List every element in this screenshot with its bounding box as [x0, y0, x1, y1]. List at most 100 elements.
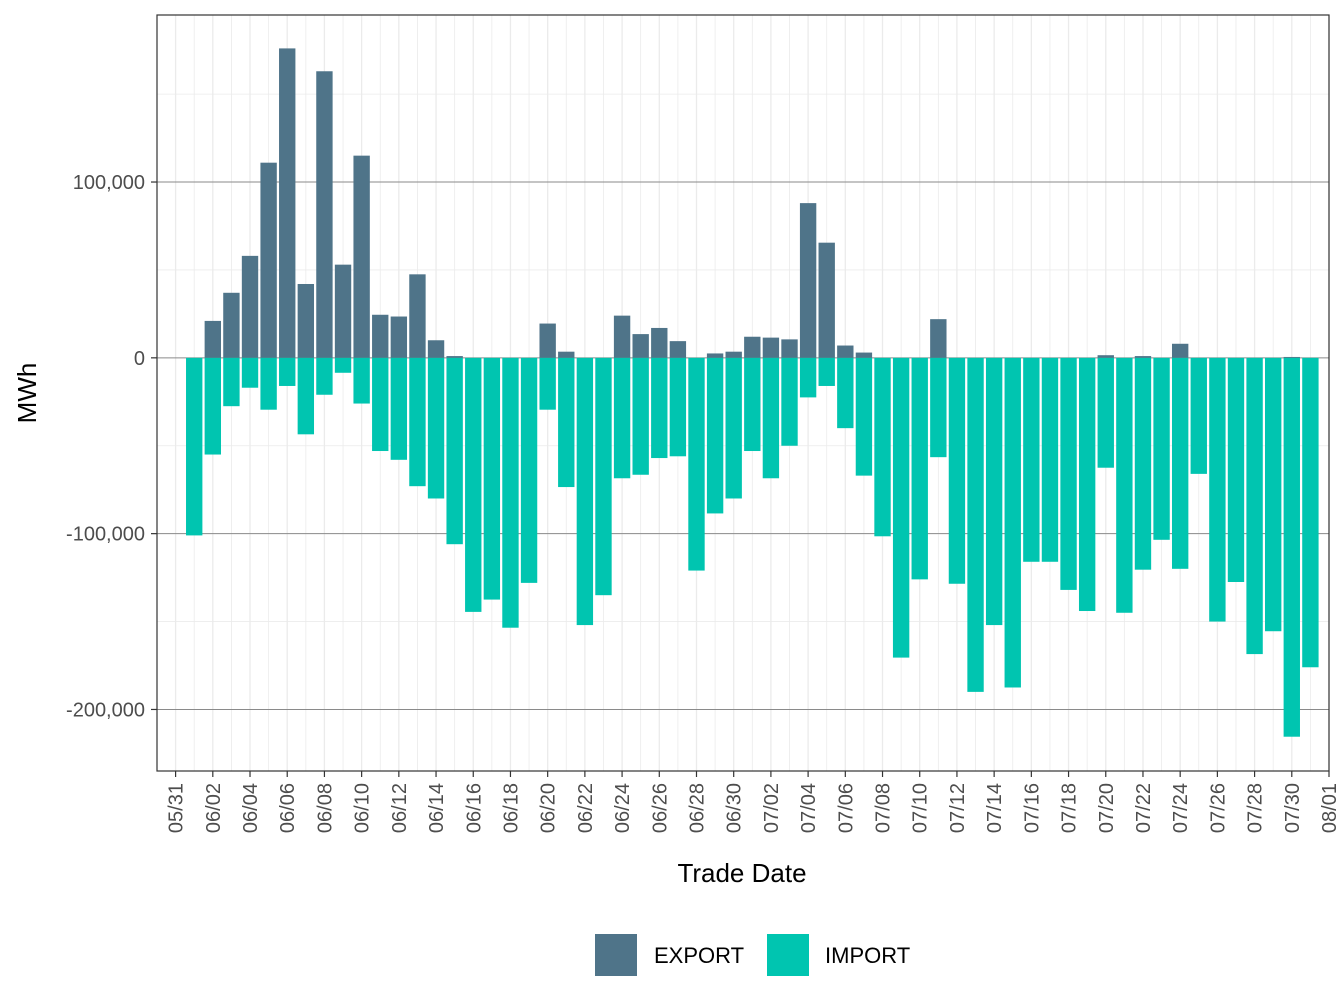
x-tick-label: 07/28 [1245, 783, 1267, 833]
y-tick-label: 0 [134, 348, 145, 370]
x-axis: 05/31 06/02 06/04 06/06 06/08 06/10 06/12 06/14… [166, 771, 1341, 833]
x-tick-label: 07/16 [1021, 783, 1043, 833]
x-tick-label: 06/24 [612, 783, 634, 833]
export-bar [799, 203, 817, 358]
export-bar [1097, 355, 1114, 358]
import-bar [576, 357, 594, 626]
x-tick-label: 07/04 [798, 783, 820, 833]
x-tick-label: 06/02 [203, 783, 225, 833]
import-bar [855, 357, 873, 476]
x-tick-label: 06/26 [649, 783, 671, 833]
export-bar [372, 314, 389, 358]
import-bar [985, 357, 1003, 626]
x-tick-label: 06/06 [277, 783, 299, 833]
import-bar [297, 357, 315, 435]
y-axis: -200,000 -100,000 0 100,000 [66, 172, 157, 721]
x-tick-label: 06/16 [463, 783, 485, 833]
import-bar [595, 357, 612, 596]
import-bar [1004, 357, 1021, 688]
import-bar [1134, 357, 1152, 570]
x-tick-label: 07/20 [1096, 783, 1118, 833]
import-bar [1265, 357, 1282, 632]
export-bar [744, 336, 761, 358]
import-bar [520, 357, 538, 583]
import-bar [1041, 357, 1059, 562]
import-bar [613, 357, 631, 479]
legend: EXPORT IMPORT [595, 934, 910, 976]
export-bar [334, 264, 352, 358]
x-tick-label: 06/18 [500, 783, 522, 833]
export-bar [204, 320, 221, 358]
import-bar [502, 357, 519, 628]
export-bar [223, 292, 240, 358]
import-bar [818, 357, 835, 386]
import-bar [223, 357, 240, 407]
import-bar [1227, 357, 1245, 582]
x-tick-label: 05/31 [166, 783, 188, 833]
x-tick-label: 07/10 [910, 783, 932, 833]
plot-panel [157, 15, 1329, 771]
import-bar [1283, 357, 1300, 737]
import-bar [1116, 357, 1133, 613]
import-bar [651, 357, 668, 459]
y-tick-label: -200,000 [66, 699, 145, 721]
x-tick-label: 07/18 [1059, 783, 1081, 833]
import-bar [1246, 357, 1263, 655]
import-bar [241, 357, 259, 388]
x-tick-label: 07/06 [835, 783, 857, 833]
import-bar [446, 357, 463, 545]
import-bar [725, 357, 742, 499]
export-bar [558, 351, 575, 358]
x-tick-label: 07/24 [1170, 783, 1192, 833]
legend-swatch-export [595, 934, 637, 976]
export-bar [706, 353, 724, 358]
import-bar [632, 357, 649, 475]
export-bar [390, 316, 408, 358]
export-bar [725, 351, 742, 358]
import-bar [1097, 357, 1114, 468]
export-bar [1283, 356, 1300, 358]
import-bar [762, 357, 780, 479]
x-tick-label: 07/14 [984, 783, 1006, 833]
import-bar [1153, 357, 1170, 540]
import-bar [390, 357, 408, 460]
import-bar [409, 357, 426, 487]
import-bar [911, 357, 928, 580]
import-bar [799, 357, 817, 398]
import-bar [539, 357, 556, 410]
import-bar [465, 357, 482, 612]
export-bar [539, 323, 556, 358]
export-bar [855, 352, 873, 358]
import-bar [186, 357, 203, 536]
import-bar [372, 357, 389, 452]
export-bar [1171, 343, 1189, 358]
import-bar [260, 357, 277, 410]
x-tick-label: 06/08 [314, 783, 336, 833]
export-bar [781, 339, 798, 358]
import-bar [1171, 357, 1189, 569]
export-bar [409, 274, 426, 358]
export-bar [818, 242, 835, 358]
import-bar [1023, 357, 1040, 562]
import-bar [427, 357, 445, 499]
x-tick-label: 07/02 [761, 783, 783, 833]
export-bar [837, 345, 854, 358]
x-tick-label: 06/20 [538, 783, 560, 833]
import-bar [837, 357, 854, 429]
import-bar [744, 357, 761, 452]
import-bar [279, 357, 296, 386]
y-tick-label: 100,000 [73, 172, 145, 194]
x-tick-label: 06/04 [240, 783, 262, 833]
bars-layer [186, 48, 1319, 737]
import-bar [204, 357, 221, 455]
import-bar [483, 357, 501, 600]
export-bar [930, 319, 947, 358]
export-bar [762, 337, 780, 358]
legend-label-import: IMPORT [825, 943, 910, 968]
x-tick-label: 07/26 [1207, 783, 1229, 833]
x-tick-label: 06/28 [686, 783, 708, 833]
import-bar [353, 357, 370, 404]
import-bar [1190, 357, 1207, 474]
y-tick-label: -100,000 [66, 524, 145, 546]
